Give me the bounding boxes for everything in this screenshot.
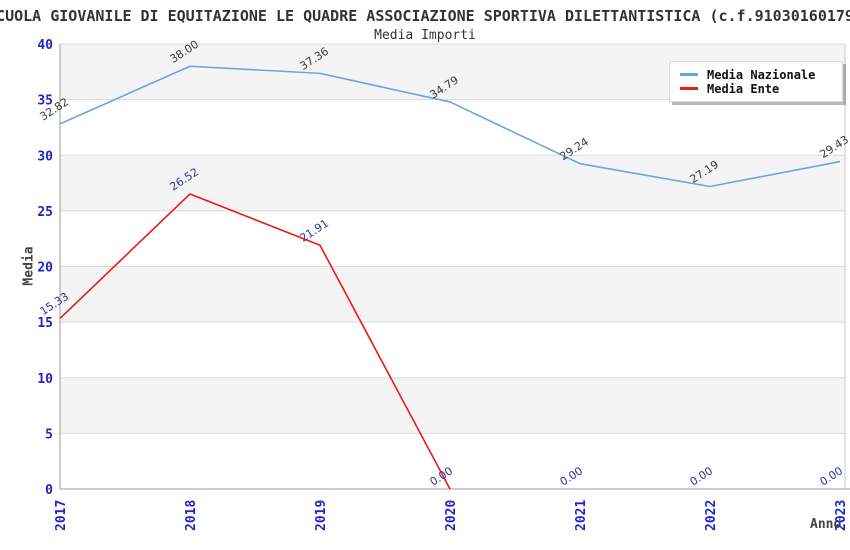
chart-subtitle: Media Importi [374, 28, 476, 43]
legend-item-media-nazionale: Media Nazionale [680, 67, 832, 82]
svg-text:2020: 2020 [444, 500, 459, 531]
svg-text:2021: 2021 [574, 500, 589, 531]
media-ente-line-swatch-icon [680, 87, 698, 90]
legend: Media Nazionale Media Ente [669, 61, 843, 102]
svg-text:0: 0 [45, 483, 53, 498]
svg-text:5: 5 [45, 427, 53, 442]
svg-text:40: 40 [37, 38, 53, 53]
svg-text:0.00: 0.00 [688, 464, 716, 488]
svg-text:0.00: 0.00 [428, 464, 456, 488]
svg-text:2017: 2017 [54, 500, 69, 531]
legend-label-media-nazionale: Media Nazionale [707, 67, 816, 82]
svg-text:0.00: 0.00 [818, 464, 846, 488]
svg-text:2023: 2023 [834, 500, 849, 531]
chart-title: SCUOLA GIOVANILE DI EQUITAZIONE LE QUADR… [0, 7, 850, 25]
y-axis-title: Media [21, 246, 37, 286]
svg-text:10: 10 [37, 372, 53, 387]
svg-text:2018: 2018 [184, 500, 199, 531]
legend-item-media-ente: Media Ente [680, 81, 832, 96]
media-nazionale-line-swatch-icon [680, 73, 698, 76]
svg-text:21.91: 21.91 [298, 217, 331, 245]
svg-text:15: 15 [37, 316, 53, 331]
legend-label-media-ente: Media Ente [707, 81, 780, 96]
svg-text:35: 35 [37, 94, 53, 109]
svg-text:2022: 2022 [704, 500, 719, 531]
x-axis-title: Anno [810, 517, 842, 532]
svg-text:20: 20 [37, 261, 53, 276]
svg-text:2019: 2019 [314, 500, 329, 531]
svg-text:25: 25 [37, 205, 53, 220]
svg-text:30: 30 [37, 149, 53, 164]
svg-text:0.00: 0.00 [558, 464, 586, 488]
